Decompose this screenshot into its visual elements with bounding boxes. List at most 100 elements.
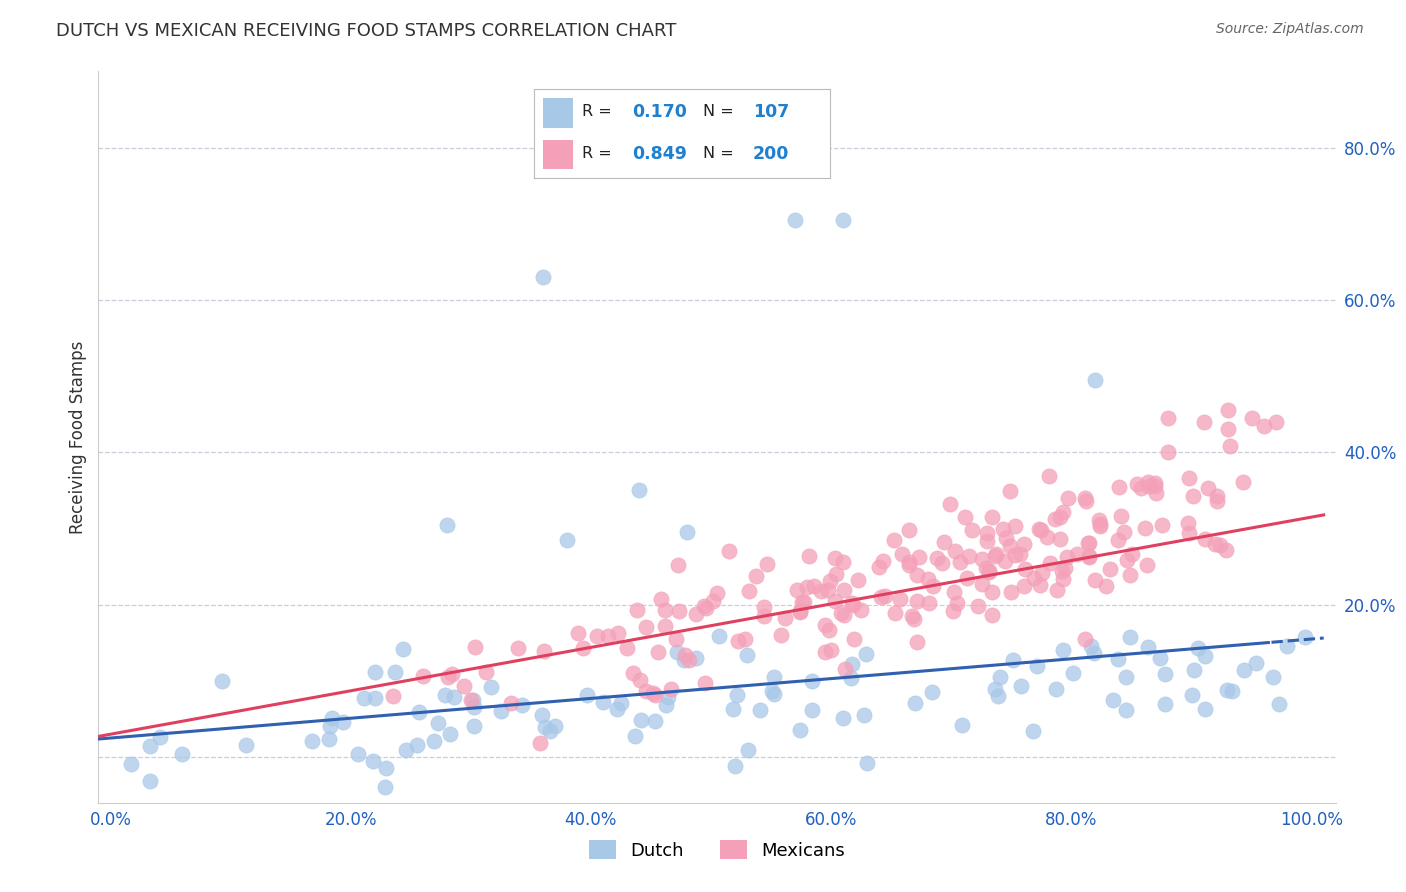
Point [1066, 547, 1088, 561]
Point [832, 213, 855, 227]
Point [824, 551, 846, 566]
Point [1154, 697, 1177, 711]
Point [607, 625, 630, 640]
Point [1022, 571, 1045, 585]
Point [1031, 566, 1053, 580]
Point [922, 578, 945, 592]
Point [1149, 651, 1171, 665]
Point [439, 726, 461, 740]
Point [980, 585, 1002, 599]
Point [1136, 475, 1159, 489]
Point [530, 708, 553, 723]
Point [735, 648, 758, 662]
Point [1216, 403, 1239, 417]
Point [727, 633, 749, 648]
Point [967, 599, 990, 613]
Point [1194, 702, 1216, 716]
Point [443, 690, 465, 704]
Point [932, 534, 955, 549]
Point [211, 674, 233, 689]
Point [460, 693, 482, 707]
Point [991, 522, 1014, 536]
Point [1056, 550, 1078, 565]
Point [723, 759, 745, 773]
Point [529, 736, 551, 750]
Point [725, 689, 748, 703]
Point [1036, 530, 1059, 544]
Point [676, 525, 699, 540]
Point [824, 567, 846, 582]
Point [627, 483, 650, 498]
Point [673, 648, 696, 663]
Y-axis label: Receiving Food Stamps: Receiving Food Stamps [69, 341, 87, 533]
Point [1014, 562, 1036, 576]
Point [1008, 547, 1031, 561]
Point [1215, 543, 1237, 558]
Text: R =: R = [582, 146, 616, 161]
Point [738, 584, 761, 599]
Point [718, 544, 741, 558]
Point [1177, 516, 1199, 531]
Point [976, 534, 998, 549]
Point [621, 666, 644, 681]
Point [800, 703, 823, 717]
Point [1209, 538, 1232, 552]
Point [395, 743, 418, 757]
Point [685, 651, 707, 665]
Point [1126, 476, 1149, 491]
Point [1156, 411, 1178, 425]
Point [900, 609, 922, 624]
Point [538, 724, 561, 739]
Point [436, 517, 458, 532]
Point [1143, 475, 1166, 490]
Point [461, 693, 484, 707]
Text: 200: 200 [752, 145, 789, 163]
Point [139, 773, 162, 788]
Point [332, 714, 354, 729]
Point [814, 645, 837, 659]
Point [1181, 489, 1204, 503]
Point [644, 689, 666, 703]
Point [855, 756, 877, 770]
Point [170, 747, 193, 761]
Point [693, 599, 716, 614]
Point [120, 756, 142, 771]
Point [917, 573, 939, 587]
Point [1232, 475, 1254, 490]
Point [790, 594, 813, 608]
Point [998, 539, 1021, 553]
Point [855, 647, 877, 661]
Point [572, 641, 595, 656]
Point [555, 533, 578, 547]
Point [977, 565, 1000, 579]
Point [1049, 532, 1071, 546]
Text: R =: R = [582, 104, 616, 120]
Point [984, 681, 1007, 696]
Point [904, 696, 927, 710]
Point [1012, 537, 1035, 551]
Point [346, 747, 368, 761]
Point [898, 555, 921, 569]
Point [1094, 579, 1116, 593]
Point [1102, 693, 1125, 707]
Point [981, 510, 1004, 524]
Point [799, 549, 821, 563]
Text: 0.170: 0.170 [631, 103, 686, 121]
Point [761, 684, 783, 698]
Point [1116, 553, 1139, 567]
Point [678, 653, 700, 667]
Point [1038, 469, 1060, 483]
Point [841, 657, 863, 672]
Point [993, 554, 1015, 568]
Point [1220, 684, 1243, 698]
Point [628, 673, 651, 687]
Point [870, 590, 893, 604]
Point [598, 629, 620, 643]
Text: N =: N = [703, 146, 738, 161]
Point [875, 589, 897, 603]
Point [810, 584, 832, 599]
Point [1084, 573, 1107, 587]
Point [392, 642, 415, 657]
Point [1050, 564, 1073, 578]
Point [1240, 411, 1263, 425]
